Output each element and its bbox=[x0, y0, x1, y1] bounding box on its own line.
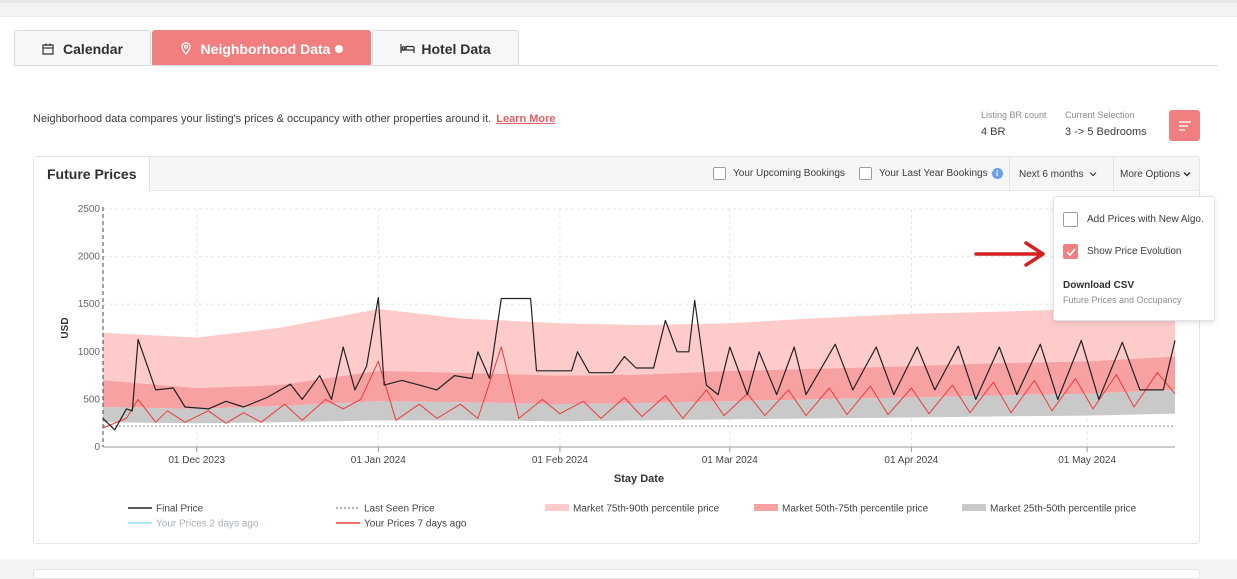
y-tick-label: 1000 bbox=[78, 347, 101, 358]
header-separator bbox=[1009, 157, 1010, 191]
main-card: Calendar Neighborhood Data Hotel Data Ne… bbox=[0, 16, 1237, 579]
show-evolution-option[interactable]: Show Price Evolution bbox=[1063, 244, 1182, 259]
more-options-dropdown[interactable]: More Options bbox=[1120, 157, 1191, 191]
tab-label: Neighborhood Data bbox=[200, 40, 331, 57]
last-year-bookings-toggle[interactable]: Your Last Year Bookings i bbox=[859, 167, 1003, 180]
map-pin-icon bbox=[180, 42, 196, 56]
legend-label: Market 25th-50th percentile price bbox=[990, 504, 1137, 515]
last-year-bookings-label: Your Last Year Bookings bbox=[879, 168, 988, 179]
panel-title: Future Prices bbox=[34, 157, 150, 191]
legend-swatch bbox=[962, 504, 986, 511]
y-tick-label: 0 bbox=[94, 442, 100, 453]
y-tick-label: 2000 bbox=[78, 252, 101, 263]
chevron-down-icon bbox=[1183, 171, 1191, 177]
filter-icon bbox=[1178, 120, 1191, 131]
annotation-arrow-icon bbox=[974, 241, 1045, 267]
listing-br-count: Listing BR count 4 BR bbox=[981, 110, 1047, 138]
current-selection-label: Current Selection bbox=[1065, 110, 1135, 120]
chevron-down-icon bbox=[1090, 172, 1097, 177]
y-tick-label: 2500 bbox=[78, 204, 101, 215]
description-text: Neighborhood data compares your listing'… bbox=[33, 113, 492, 125]
legend-label: Market 50th-75th percentile price bbox=[782, 504, 929, 515]
legend-swatch bbox=[754, 504, 778, 511]
legend-label: Market 75th-90th percentile price bbox=[573, 504, 720, 515]
legend-swatch bbox=[545, 504, 569, 511]
legend-label: Your Prices 7 days ago bbox=[364, 519, 467, 530]
legend-label: Last Seen Price bbox=[364, 504, 435, 515]
calendar-icon bbox=[42, 42, 58, 56]
more-options-label: More Options bbox=[1120, 168, 1181, 180]
tab-divider bbox=[14, 65, 1218, 66]
top-bar bbox=[0, 0, 1237, 3]
future-prices-chart: 0 500 1000 1500 2000 2500 01 Dec 2023 01 Jan 20… bbox=[60, 204, 1176, 530]
x-tick-label: 01 Mar 2024 bbox=[702, 455, 759, 466]
add-prices-label: Add Prices with New Algo. bbox=[1087, 214, 1204, 225]
legend-label: Final Price bbox=[156, 504, 204, 515]
filter-button[interactable] bbox=[1169, 110, 1200, 141]
tab-label: Hotel Data bbox=[421, 40, 491, 57]
series-line bbox=[102, 296, 1176, 431]
last-year-bookings-checkbox[interactable] bbox=[859, 167, 872, 180]
series-line bbox=[102, 346, 1176, 429]
x-tick-label: 01 Feb 2024 bbox=[532, 455, 589, 466]
download-csv-option[interactable]: Download CSV bbox=[1063, 280, 1135, 291]
legend-label: Your Prices 2 days ago bbox=[156, 519, 259, 530]
learn-more-link[interactable]: Learn More bbox=[496, 113, 556, 125]
current-selection: Current Selection 3 -> 5 Bedrooms bbox=[1065, 110, 1147, 138]
market-band bbox=[103, 356, 1175, 409]
download-csv-subtitle: Future Prices and Occupancy bbox=[1063, 295, 1182, 305]
x-tick-label: 01 Apr 2024 bbox=[884, 455, 938, 466]
notification-dot bbox=[335, 44, 344, 53]
description: Neighborhood data compares your listing'… bbox=[33, 113, 556, 125]
upcoming-bookings-checkbox[interactable] bbox=[713, 167, 726, 180]
y-tick-label: 500 bbox=[83, 394, 100, 405]
future-prices-panel: Future Prices Your Upcoming Bookings You… bbox=[33, 156, 1200, 544]
period-dropdown[interactable]: Next 6 months bbox=[1019, 157, 1097, 191]
show-evolution-label: Show Price Evolution bbox=[1087, 246, 1182, 257]
upcoming-bookings-toggle[interactable]: Your Upcoming Bookings bbox=[713, 167, 845, 180]
tab-neighborhood-data[interactable]: Neighborhood Data bbox=[152, 30, 371, 66]
header-separator bbox=[1113, 157, 1114, 191]
tab-calendar[interactable]: Calendar bbox=[14, 30, 151, 66]
info-icon[interactable]: i bbox=[991, 168, 1003, 179]
period-value: Next 6 months bbox=[1019, 168, 1084, 180]
add-prices-option[interactable]: Add Prices with New Algo. bbox=[1063, 212, 1204, 227]
current-selection-value: 3 -> 5 Bedrooms bbox=[1065, 126, 1147, 138]
y-axis-title: USD bbox=[60, 317, 71, 338]
check-icon bbox=[1065, 247, 1076, 256]
listing-br-label: Listing BR count bbox=[981, 110, 1047, 120]
x-tick-label: 01 Dec 2023 bbox=[168, 455, 225, 466]
tab-bar: Calendar Neighborhood Data Hotel Data bbox=[14, 30, 520, 66]
show-evolution-checkbox[interactable] bbox=[1063, 244, 1078, 259]
panel-header: Future Prices Your Upcoming Bookings You… bbox=[34, 157, 1199, 191]
tab-label: Calendar bbox=[63, 40, 123, 57]
add-prices-checkbox[interactable] bbox=[1063, 212, 1078, 227]
bed-icon bbox=[400, 42, 416, 56]
x-tick-label: 01 Jan 2024 bbox=[351, 455, 406, 466]
market-band bbox=[103, 304, 1175, 388]
next-panel bbox=[33, 569, 1200, 579]
tab-hotel-data[interactable]: Hotel Data bbox=[372, 30, 519, 66]
y-tick-label: 1500 bbox=[78, 299, 101, 310]
listing-br-value: 4 BR bbox=[981, 126, 1006, 138]
market-band bbox=[103, 389, 1175, 424]
x-tick-label: 01 May 2024 bbox=[1058, 455, 1116, 466]
more-options-menu: Add Prices with New Algo. Show Price Evo… bbox=[1053, 196, 1215, 321]
x-axis-title: Stay Date bbox=[614, 473, 664, 485]
upcoming-bookings-label: Your Upcoming Bookings bbox=[733, 168, 845, 179]
